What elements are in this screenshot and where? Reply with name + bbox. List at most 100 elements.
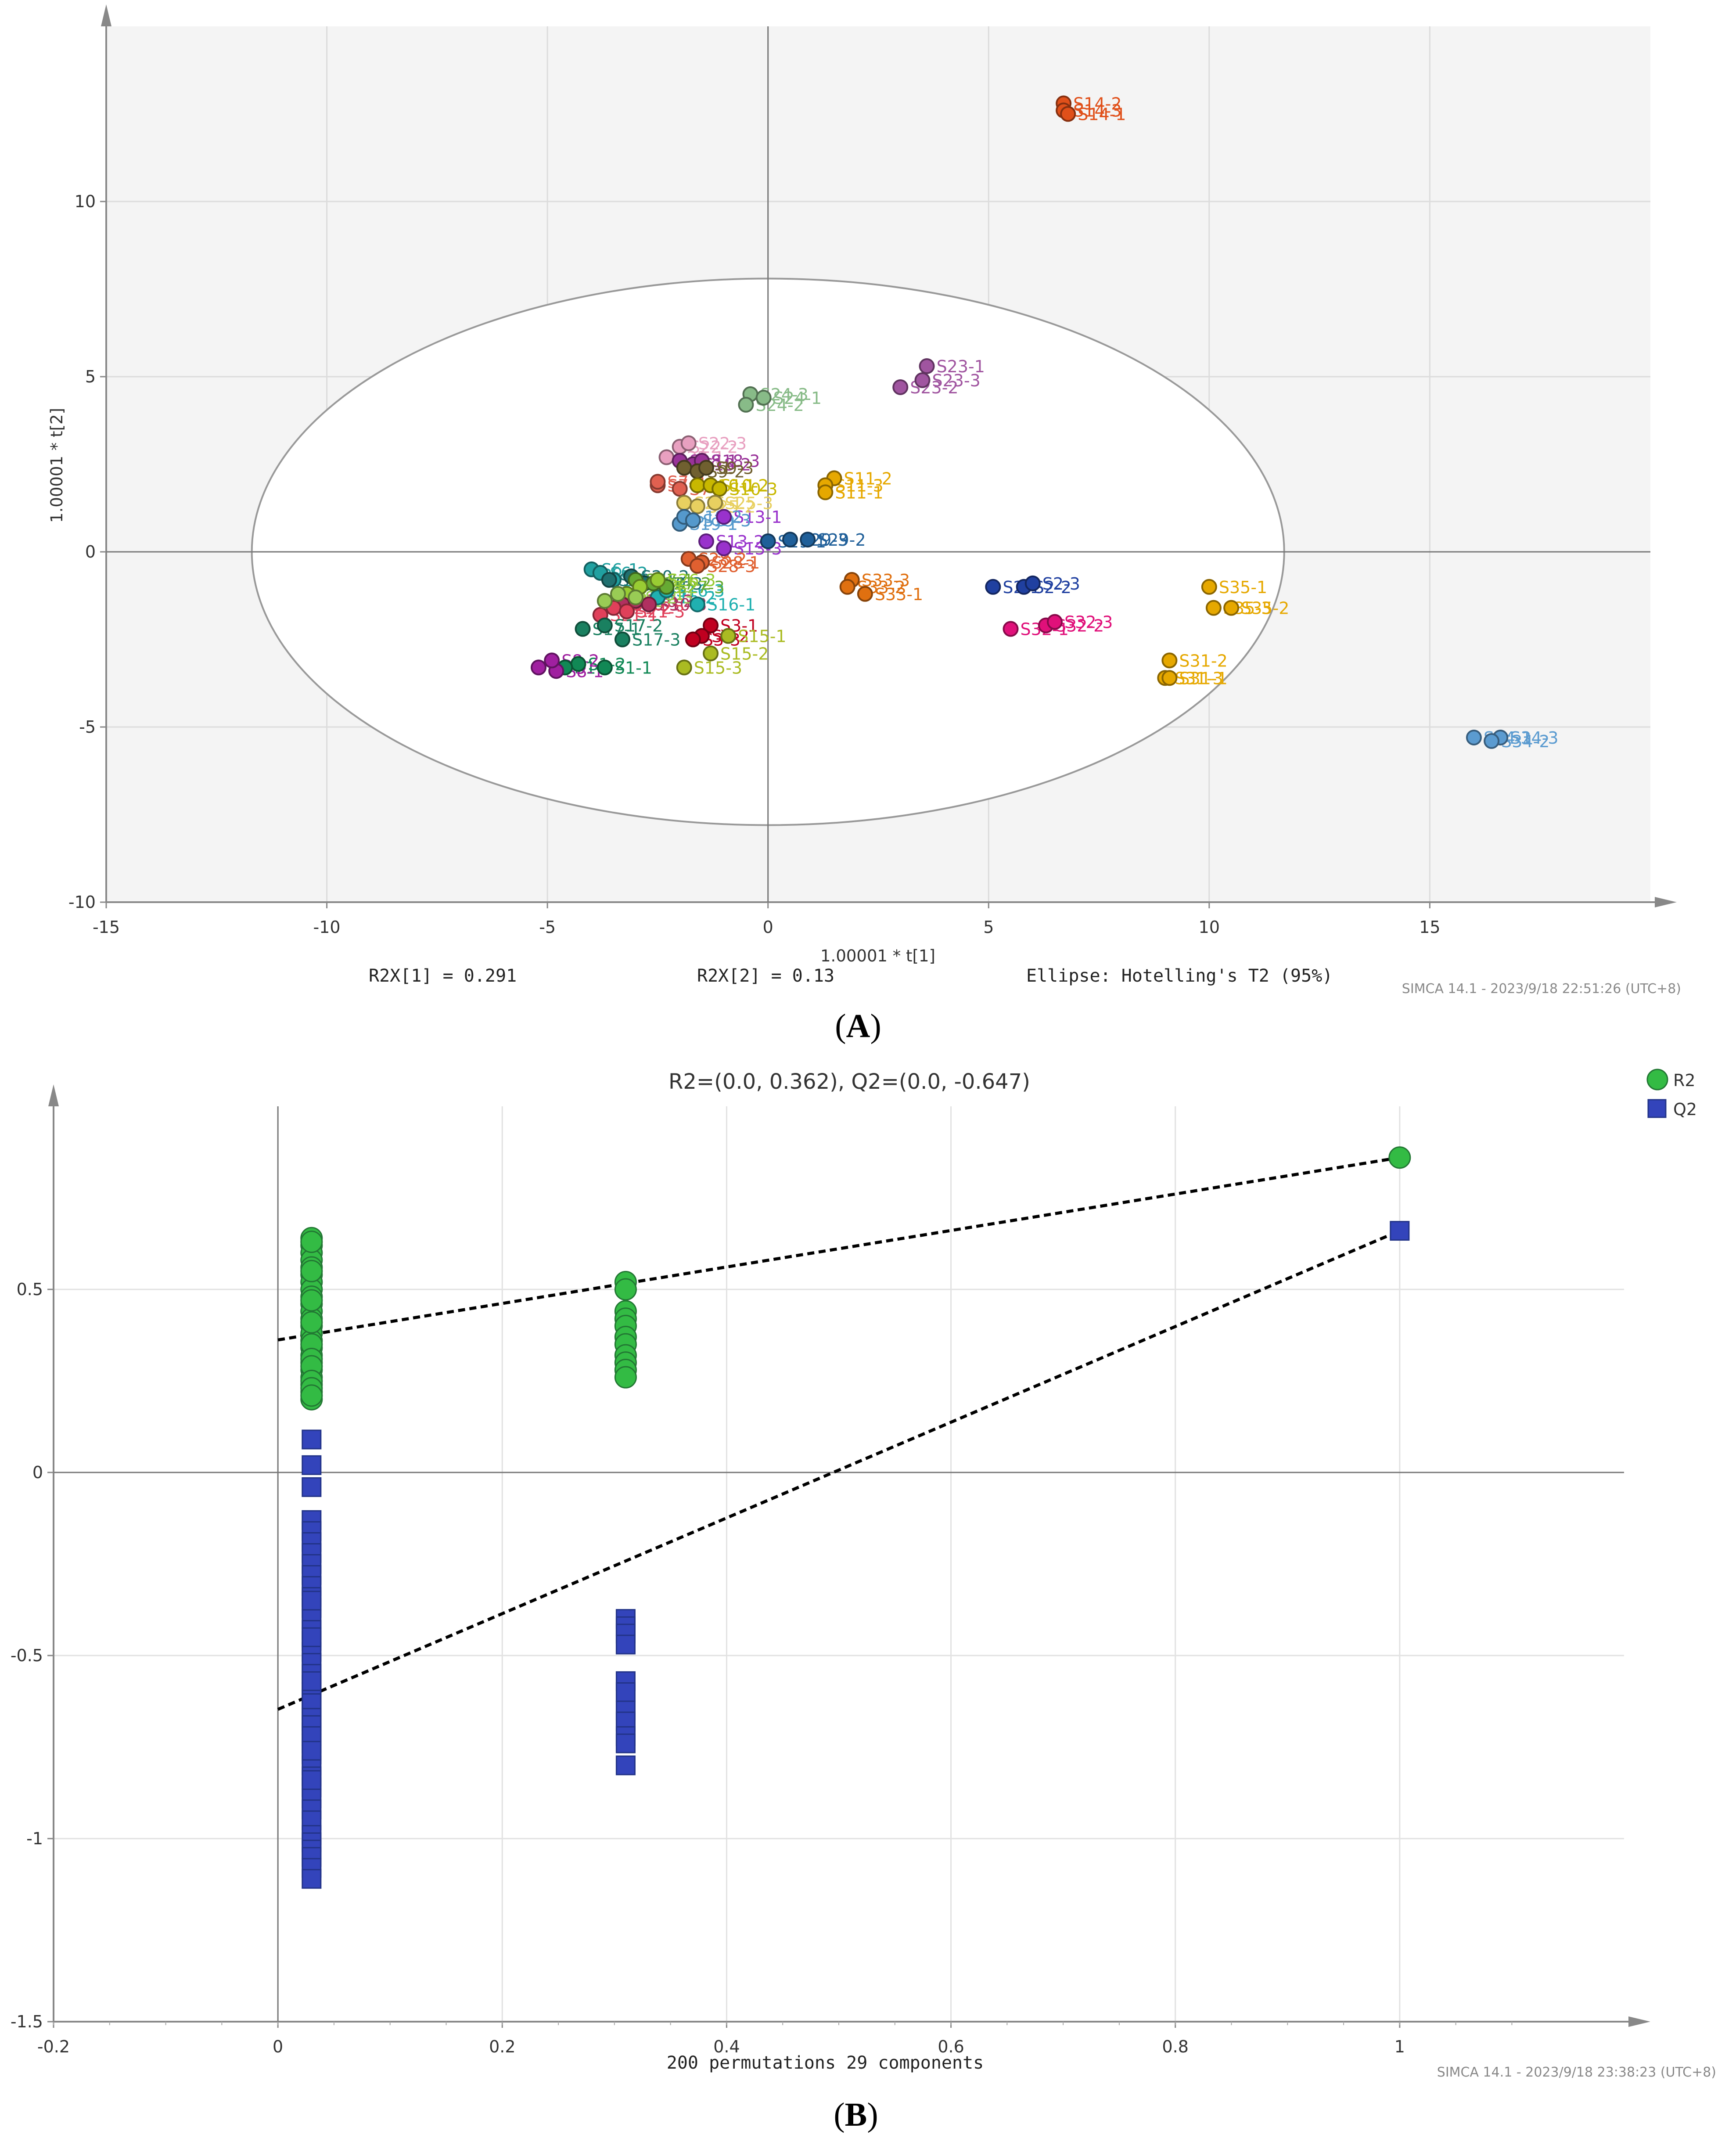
q2-point <box>302 1741 322 1761</box>
point-s33-2 <box>839 579 855 595</box>
q2-point <box>302 1671 322 1691</box>
panel-b-xtick-label: 0.2 <box>489 2037 515 2056</box>
label-s18-3: S18-3 <box>712 452 760 471</box>
q2-point <box>615 1634 636 1655</box>
label-s27-3: S27-3 <box>676 578 725 597</box>
panel-b-xlabel: 200 permutations 29 components <box>667 2053 984 2073</box>
label-s11-1: S11-1 <box>835 483 883 502</box>
label-s26-3: S26-3 <box>667 571 715 590</box>
panel-a-xtick-label: -10 <box>313 918 341 937</box>
label-s14-2: S14-2 <box>1073 94 1121 114</box>
point-s14-1 <box>1060 106 1076 122</box>
panel-b-ytick-label: -1.5 <box>11 2012 43 2031</box>
label-s23-1: S23-1 <box>937 357 985 376</box>
point-s10-1 <box>689 477 705 493</box>
panel-a-letter: A <box>846 1008 870 1044</box>
point-s35-3 <box>1205 600 1222 616</box>
label-s2-3: S2-3 <box>1042 574 1080 594</box>
panel-a-xlabel: 1.00001 * t[1] <box>820 947 935 965</box>
label-s11-2: S11-2 <box>844 469 892 488</box>
panel-b-xtick-label: 0 <box>273 2037 283 2056</box>
point-s32-3 <box>1047 614 1063 630</box>
r2-point <box>300 1384 323 1407</box>
point-s25-2 <box>689 498 705 515</box>
point-s9-3 <box>698 460 714 476</box>
label-s14-1: S14-1 <box>1078 105 1126 124</box>
point-s25-1 <box>676 495 692 511</box>
label-s28-1: S28-1 <box>712 553 760 572</box>
panel-a-xtick-label: 10 <box>1199 918 1220 937</box>
point-s26-3 <box>650 572 666 588</box>
point-s12-3 <box>628 589 644 605</box>
r2-point <box>300 1289 323 1312</box>
panel-a-xtick-label: 0 <box>763 918 773 937</box>
point-s34-1 <box>1466 729 1482 745</box>
point-s9-1 <box>676 460 692 476</box>
panel-a-axes <box>101 4 1677 907</box>
legend-q2-marker <box>1647 1099 1667 1118</box>
panel-a-ytick-label: -5 <box>79 717 96 737</box>
point-s22-1 <box>658 449 675 465</box>
point-s8-2 <box>544 652 560 669</box>
legend-r2-marker <box>1646 1069 1668 1091</box>
point-s29-3 <box>782 532 798 548</box>
label-s15-3: S15-3 <box>694 658 742 677</box>
panel-a-ytick-label: 0 <box>85 542 96 561</box>
panel-b-ytick-label: -0.5 <box>11 1646 43 1665</box>
label-s10-3: S10-3 <box>729 479 777 499</box>
panel-b-y-arrow <box>48 1084 59 1106</box>
panel-a-ytick-label: 10 <box>75 192 96 211</box>
panel-a-ylabel: 1.00001 * t[2] <box>47 408 66 523</box>
point-s33-1 <box>857 586 873 602</box>
point-s17-2 <box>597 617 613 633</box>
point-s13-3 <box>716 540 732 557</box>
panel-b-gridlines <box>54 1106 1624 2022</box>
q2-point <box>615 1755 636 1775</box>
panel-a-xtick-label: -5 <box>539 918 556 937</box>
point-s24-2 <box>738 396 754 413</box>
q2-regression-line <box>277 1229 1401 1711</box>
point-s15-1 <box>720 628 737 644</box>
q2-point <box>302 1455 322 1475</box>
panel-a-footer: SIMCA 14.1 - 2023/9/18 22:51:26 (UTC+8) <box>1402 981 1681 997</box>
panel-a-x-arrow <box>1655 897 1677 907</box>
label-s9-3: S9-3 <box>716 458 754 478</box>
r2-point <box>300 1231 323 1253</box>
label-s32-3: S32-3 <box>1064 613 1113 632</box>
label-s32-2: S32-2 <box>1056 616 1104 636</box>
point-s30-3 <box>641 596 657 612</box>
panel-a-xtick-label: 15 <box>1419 918 1440 937</box>
panel-b-title: R2=(0.0, 0.362), Q2=(0.0, -0.647) <box>668 1069 1030 1094</box>
panel-b-legend: R2 Q2 <box>1646 1069 1697 1119</box>
label-s16-1: S16-1 <box>707 595 755 615</box>
panel-b-footer: SIMCA 14.1 - 2023/9/18 23:38:23 (UTC+8) <box>1437 2065 1716 2080</box>
label-s33-3: S33-3 <box>862 571 910 590</box>
point-s8-3 <box>531 659 547 676</box>
q2-point <box>302 1869 322 1889</box>
r2-point <box>614 1366 637 1389</box>
point-s3-1 <box>703 617 719 633</box>
point-s25-3 <box>707 495 723 511</box>
point-s12-2 <box>610 586 626 602</box>
label-s15-2: S15-2 <box>720 644 769 663</box>
point-s2-1 <box>985 579 1001 595</box>
point-s12-1 <box>597 593 613 609</box>
point-s10-3 <box>712 481 728 497</box>
point-s31-1 <box>1161 670 1178 686</box>
point-s13-1 <box>716 509 732 525</box>
panel-a-tick-labels: -15 -10 -5 0 5 10 15 -10 -5 0 5 10 <box>68 192 1441 937</box>
point-s19-3 <box>685 512 701 529</box>
label-s13-1: S13-1 <box>733 508 782 527</box>
panel-b-tick-labels: -0.2 0 0.2 0.4 0.6 0.8 1 -1.5 -1 -0.5 0 0.5 <box>11 1280 1513 2056</box>
point-s35-2 <box>1223 600 1240 616</box>
label-s10-2: S10-2 <box>720 476 769 495</box>
label-s35-2: S35-2 <box>1241 599 1289 618</box>
label-s29-2: S29-2 <box>817 530 866 550</box>
point-s31-2 <box>1161 652 1178 669</box>
panel-b-xtick-label: 1 <box>1394 2037 1405 2056</box>
point-s15-2 <box>703 645 719 662</box>
label-s35-1: S35-1 <box>1219 578 1267 597</box>
panel-b-xtick-label: 0.8 <box>1162 2037 1188 2056</box>
panel-a-xtick-label: 5 <box>983 918 994 937</box>
q2-point <box>1390 1221 1410 1241</box>
